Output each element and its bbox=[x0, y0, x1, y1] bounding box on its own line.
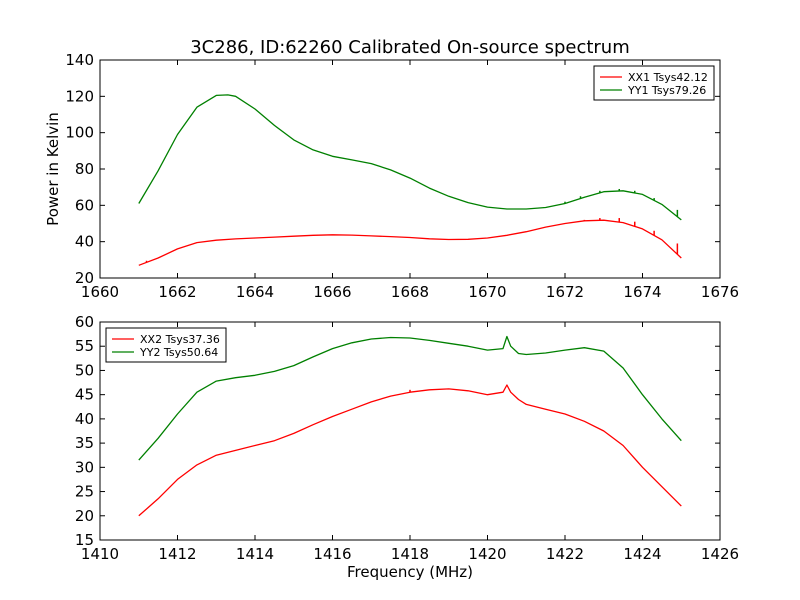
x-tick-label: 1426 bbox=[701, 545, 739, 563]
y-tick-label: 20 bbox=[75, 507, 94, 525]
y-tick-label: 50 bbox=[75, 361, 94, 379]
legend-label: YY2 Tsys50.64 bbox=[139, 346, 218, 359]
y-tick-label: 40 bbox=[75, 233, 94, 251]
y-tick-label: 25 bbox=[75, 483, 94, 501]
y-axis-label: Power in Kelvin bbox=[44, 112, 62, 226]
x-tick-label: 1410 bbox=[81, 545, 119, 563]
y-tick-label: 140 bbox=[65, 51, 94, 69]
x-tick-label: 1412 bbox=[158, 545, 196, 563]
x-tick-label: 1664 bbox=[236, 283, 274, 301]
x-tick-label: 1420 bbox=[468, 545, 506, 563]
x-tick-label: 1666 bbox=[313, 283, 351, 301]
series-line bbox=[138, 94, 682, 221]
y-tick-label: 15 bbox=[75, 531, 94, 549]
legend-label: XX2 Tsys37.36 bbox=[140, 333, 220, 346]
y-tick-label: 120 bbox=[65, 87, 94, 105]
bottom-panel: 1410 1412 1414 1416 1418 1420 1422 1424 1426 15 20… bbox=[75, 313, 739, 563]
y-tick-label: 60 bbox=[75, 313, 94, 331]
y-tick-label: 45 bbox=[75, 386, 94, 404]
legend-box bbox=[593, 65, 715, 101]
x-tick-label: 1670 bbox=[468, 283, 506, 301]
x-tick-label: 1422 bbox=[546, 545, 584, 563]
y-tick-label: 80 bbox=[75, 160, 94, 178]
y-tick-label: 30 bbox=[75, 458, 94, 476]
y-tick-label: 35 bbox=[75, 434, 94, 452]
top-panel: 1660 1662 1664 1666 1668 1670 1672 1674 1676 20 40… bbox=[44, 51, 739, 301]
x-tick-label: 1660 bbox=[81, 283, 119, 301]
x-tick-label: 1414 bbox=[236, 545, 274, 563]
y-tick-label: 20 bbox=[75, 269, 94, 287]
x-tick-label: 1416 bbox=[313, 545, 351, 563]
x-tick-label: 1424 bbox=[623, 545, 661, 563]
y-tick-label: 40 bbox=[75, 410, 94, 428]
legend-label: YY1 Tsys79.26 bbox=[627, 84, 706, 97]
x-tick-label: 1418 bbox=[391, 545, 429, 563]
y-tick-label: 55 bbox=[75, 337, 94, 355]
x-tick-label: 1662 bbox=[158, 283, 196, 301]
x-tick-label: 1672 bbox=[546, 283, 584, 301]
figure-x-axis-label: Frequency (MHz) bbox=[347, 563, 473, 581]
series-line bbox=[138, 219, 682, 266]
figure-title: 3C286, ID:62260 Calibrated On-source spe… bbox=[190, 37, 630, 58]
legend-box bbox=[105, 327, 227, 363]
y-tick-label: 100 bbox=[65, 124, 94, 142]
x-tick-label: 1674 bbox=[623, 283, 661, 301]
x-tick-label: 1676 bbox=[701, 283, 739, 301]
legend-label: XX1 Tsys42.12 bbox=[628, 71, 708, 84]
series-line bbox=[138, 384, 682, 517]
y-tick-label: 60 bbox=[75, 196, 94, 214]
series-line bbox=[138, 335, 682, 461]
x-tick-label: 1668 bbox=[391, 283, 429, 301]
